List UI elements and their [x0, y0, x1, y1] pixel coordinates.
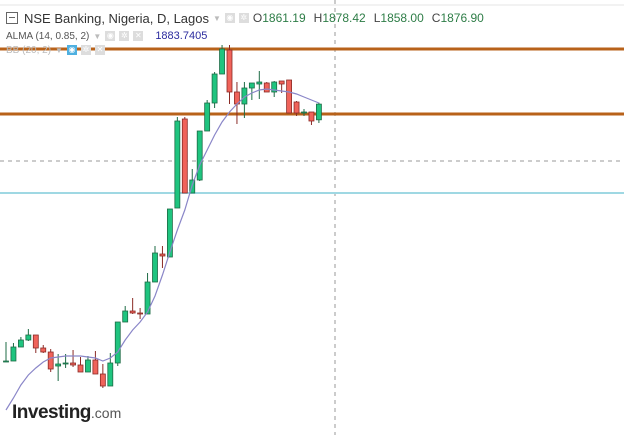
- candle-body: [271, 81, 278, 93]
- candle-body: [62, 362, 69, 365]
- candle-body: [10, 346, 17, 362]
- chevron-down-icon[interactable]: ▼: [93, 31, 102, 41]
- close-icon[interactable]: ✕: [133, 31, 144, 41]
- candle-body: [32, 334, 39, 349]
- alma-value: 1883.7405: [155, 30, 208, 42]
- candle-body: [144, 281, 151, 315]
- ohlc-value-H: 1878.42: [322, 11, 366, 25]
- candle-body: [181, 118, 188, 194]
- candle-body: [70, 362, 76, 366]
- chevron-down-icon[interactable]: ▼: [212, 13, 221, 23]
- ohlc-label-H: H: [313, 11, 323, 25]
- candle-body: [256, 81, 263, 85]
- symbol-title: NSE Banking, Nigeria, D, Lagos: [24, 10, 209, 26]
- chart-legend: NSE Banking, Nigeria, D, Lagos ▼ ◉ ✲ O18…: [6, 9, 492, 57]
- candle-body: [293, 101, 300, 114]
- candle-body: [315, 103, 322, 121]
- candle-body: [77, 364, 84, 373]
- candle-body: [129, 310, 136, 314]
- candle-body: [137, 312, 144, 315]
- candle-body: [159, 253, 166, 257]
- candle-body: [107, 362, 114, 387]
- chevron-down-icon[interactable]: ▼: [55, 45, 63, 55]
- candle-body: [226, 49, 233, 93]
- candle-body: [286, 79, 293, 114]
- candle-body: [204, 102, 211, 132]
- ohlc-label-C: C: [431, 11, 441, 25]
- ohlc-values: O1861.19 H1878.42 L1858.00 C1876.90: [253, 11, 492, 25]
- ohlc-label-L: L: [373, 11, 381, 25]
- collapse-icon[interactable]: [6, 12, 18, 24]
- candle-body: [114, 321, 121, 364]
- candle-body: [122, 310, 129, 323]
- gear-icon[interactable]: ✲: [238, 13, 249, 23]
- candle-body: [40, 347, 47, 353]
- candle-body: [17, 339, 24, 348]
- gear-icon[interactable]: ✲: [80, 45, 91, 55]
- candle-body: [211, 73, 218, 104]
- alma-line: [5, 88, 320, 411]
- alma-label: ALMA (14, 0.85, 2): [6, 30, 90, 42]
- candle-body: [92, 359, 99, 375]
- eye-icon[interactable]: ◉: [224, 13, 235, 23]
- investing-logo: Investing.com: [12, 402, 122, 423]
- ohlc-value-L: 1858.00: [380, 11, 424, 25]
- close-icon[interactable]: ✕: [94, 45, 105, 55]
- eye-icon[interactable]: ◉: [105, 31, 116, 41]
- ohlc-value-C: 1876.90: [440, 11, 484, 25]
- candle-body: [47, 351, 54, 370]
- candle-body: [3, 360, 9, 363]
- candle-body: [308, 111, 315, 122]
- candle-body: [301, 111, 307, 114]
- eye-icon[interactable]: ◉: [66, 45, 77, 55]
- candle-body: [166, 208, 173, 258]
- ohlc-label-O: O: [252, 11, 263, 25]
- candle-body: [85, 359, 91, 373]
- gear-icon[interactable]: ✲: [119, 31, 130, 41]
- candle-body: [278, 80, 285, 85]
- candle-body: [55, 363, 62, 367]
- ohlc-value-O: 1861.19: [262, 11, 306, 25]
- candle-body: [99, 373, 106, 387]
- candle-body: [174, 120, 181, 209]
- bb-label: BB (20, 2): [6, 44, 52, 56]
- candle-body: [263, 82, 270, 93]
- candle-body: [152, 252, 158, 283]
- candle-body: [196, 130, 203, 181]
- candle-body: [25, 334, 32, 341]
- candle-body: [248, 82, 255, 89]
- candle-body: [219, 48, 225, 75]
